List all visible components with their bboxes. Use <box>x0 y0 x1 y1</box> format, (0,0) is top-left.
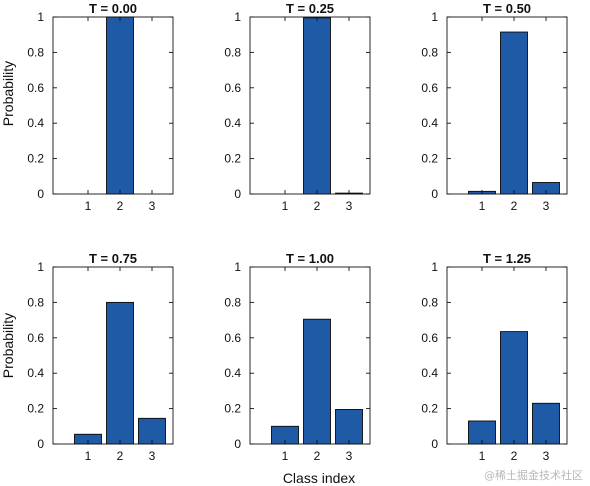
x-tick-label: 2 <box>511 199 518 213</box>
y-tick-label: 0.8 <box>27 295 44 309</box>
y-tick-label: 0.8 <box>27 45 44 59</box>
bar <box>500 331 528 445</box>
x-tick-label: 2 <box>117 199 124 213</box>
x-tick-label: 1 <box>282 449 289 463</box>
y-tick-label: 0.2 <box>27 402 44 416</box>
chart-panel: 0 0.2 0.4 0.6 0.8 1 1 2 3 T = 0.50 <box>421 1 568 213</box>
x-tick-label: 2 <box>117 449 124 463</box>
y-tick-label: 0.4 <box>27 366 44 380</box>
y-tick-label: 1 <box>431 10 438 24</box>
x-tick-label: 1 <box>85 199 92 213</box>
bar <box>138 417 166 445</box>
y-tick-label: 0 <box>431 187 438 201</box>
y-tick-label: 0 <box>234 437 241 451</box>
x-tick-label: 1 <box>85 449 92 463</box>
y-axis-label-top: Probability <box>0 61 16 126</box>
axes-frame <box>249 16 371 195</box>
y-tick-label: 0.8 <box>421 45 438 59</box>
axes-frame <box>249 266 371 445</box>
axes-frame <box>52 266 174 445</box>
panel-title: T = 0.25 <box>286 1 334 16</box>
chart-panel: 0 0.2 0.4 0.6 0.8 1 1 2 3 T = 0.25 <box>224 1 371 213</box>
x-tick-label: 3 <box>543 199 550 213</box>
chart-panel: 0 0.2 0.4 0.6 0.8 1 1 2 3 T = 1.00 <box>224 251 371 463</box>
y-tick-label: 0.6 <box>224 81 241 95</box>
y-tick-label: 0.6 <box>27 81 44 95</box>
x-tick-label: 1 <box>479 199 486 213</box>
chart-panel: 0 0.2 0.4 0.6 0.8 1 1 2 3 T = 0.00 <box>27 1 174 213</box>
y-tick-label: 0.6 <box>421 81 438 95</box>
y-tick-label: 1 <box>431 260 438 274</box>
x-axis-label: Class index <box>283 470 355 486</box>
y-tick-label: 0 <box>431 437 438 451</box>
y-tick-label: 0.6 <box>27 331 44 345</box>
x-tick-label: 3 <box>346 449 353 463</box>
y-tick-label: 0.4 <box>224 116 241 130</box>
chart-panel: 0 0.2 0.4 0.6 0.8 1 1 2 3 T = 0.75 <box>27 251 174 463</box>
x-tick-label: 2 <box>511 449 518 463</box>
panel-title: T = 0.50 <box>483 1 531 16</box>
y-tick-label: 0.2 <box>224 402 241 416</box>
bar <box>335 409 363 445</box>
y-tick-label: 1 <box>37 10 44 24</box>
y-tick-label: 1 <box>234 260 241 274</box>
bar <box>532 402 560 445</box>
y-tick-label: 0.4 <box>224 366 241 380</box>
x-tick-label: 2 <box>314 449 321 463</box>
axes-frame <box>52 16 174 195</box>
x-tick-label: 1 <box>282 199 289 213</box>
x-tick-label: 2 <box>314 199 321 213</box>
y-axis-label-bottom: Probability <box>0 313 16 378</box>
y-tick-label: 0.8 <box>224 295 241 309</box>
y-tick-label: 0 <box>37 187 44 201</box>
x-tick-label: 3 <box>346 199 353 213</box>
bar <box>500 31 528 195</box>
bar <box>303 17 331 195</box>
y-tick-label: 0 <box>234 187 241 201</box>
x-tick-label: 3 <box>149 449 156 463</box>
bar <box>303 318 331 445</box>
x-tick-label: 1 <box>479 449 486 463</box>
bar <box>106 301 134 445</box>
panel-title: T = 1.25 <box>483 251 531 266</box>
y-tick-label: 0.8 <box>224 45 241 59</box>
y-tick-label: 0.2 <box>224 152 241 166</box>
y-tick-label: 1 <box>37 260 44 274</box>
y-tick-label: 0.2 <box>421 402 438 416</box>
y-tick-label: 1 <box>234 10 241 24</box>
y-tick-label: 0.2 <box>27 152 44 166</box>
panel-grid: 0 0.2 0.4 0.6 0.8 1 1 2 3 T = 0.00 0 0.2 0.4 0.6 0.8 1 1… <box>27 1 568 463</box>
watermark: @稀土掘金技术社区 <box>484 468 583 482</box>
x-tick-label: 3 <box>149 199 156 213</box>
panel-title: T = 1.00 <box>286 251 334 266</box>
y-tick-label: 0.6 <box>224 331 241 345</box>
y-tick-label: 0.4 <box>421 366 438 380</box>
panel-title: T = 0.00 <box>89 1 137 16</box>
panel-title: T = 0.75 <box>89 251 137 266</box>
y-tick-label: 0 <box>37 437 44 451</box>
y-tick-label: 0.2 <box>421 152 438 166</box>
x-tick-label: 3 <box>543 449 550 463</box>
y-tick-label: 0.4 <box>27 116 44 130</box>
chart-panel: 0 0.2 0.4 0.6 0.8 1 1 2 3 T = 1.25 <box>421 251 568 463</box>
bar <box>106 16 134 195</box>
axes-frame <box>446 16 568 195</box>
y-tick-label: 0.6 <box>421 331 438 345</box>
y-tick-label: 0.8 <box>421 295 438 309</box>
y-tick-label: 0.4 <box>421 116 438 130</box>
axes-frame <box>446 266 568 445</box>
